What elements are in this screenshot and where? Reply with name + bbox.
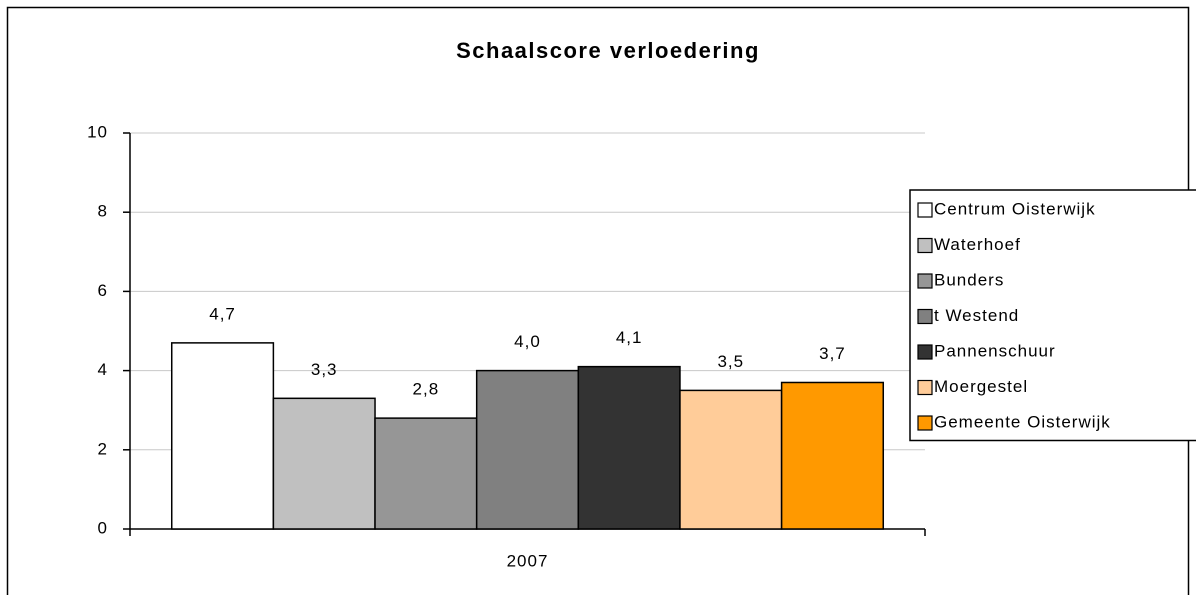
value-label: 4,1	[616, 328, 643, 347]
x-tick-label: 2007	[507, 551, 549, 570]
legend-label: Pannenschuur	[934, 341, 1056, 360]
value-label: 2,8	[413, 380, 440, 399]
legend-swatch	[917, 202, 933, 218]
y-tick-label: 4	[98, 360, 108, 379]
legend-label: Centrum Oisterwijk	[934, 199, 1096, 218]
legend-swatch	[917, 237, 933, 254]
legend-label: Gemeente Oisterwijk	[934, 412, 1111, 431]
bar	[780, 381, 885, 530]
bar	[577, 365, 681, 530]
value-label: 3,7	[819, 344, 846, 363]
legend-label: t Westend	[934, 306, 1019, 325]
legend-swatch	[917, 273, 933, 289]
legend-swatch	[917, 344, 933, 360]
y-tick-label: 2	[98, 439, 108, 458]
legend-swatch	[917, 308, 933, 325]
y-tick-label: 10	[87, 122, 108, 141]
y-tick-label: 8	[98, 202, 108, 221]
chart-title: Schaalscore verloedering	[456, 38, 760, 63]
legend-swatch	[917, 379, 933, 396]
value-label: 4,0	[514, 332, 541, 351]
value-label: 3,5	[717, 352, 744, 371]
bar	[475, 369, 580, 530]
legend-label: Moergestel	[934, 377, 1028, 396]
legend-label: Bunders	[934, 270, 1004, 289]
bar	[679, 389, 783, 530]
y-tick-label: 6	[98, 281, 108, 300]
bar	[272, 397, 376, 530]
y-tick-label: 0	[98, 518, 108, 537]
legend-swatch	[917, 415, 933, 431]
legend-box	[909, 189, 1196, 442]
value-label: 4,7	[209, 304, 236, 323]
bar	[170, 342, 275, 530]
value-label: 3,3	[311, 360, 338, 379]
bar	[374, 417, 478, 530]
legend-label: Waterhoef	[934, 235, 1021, 254]
